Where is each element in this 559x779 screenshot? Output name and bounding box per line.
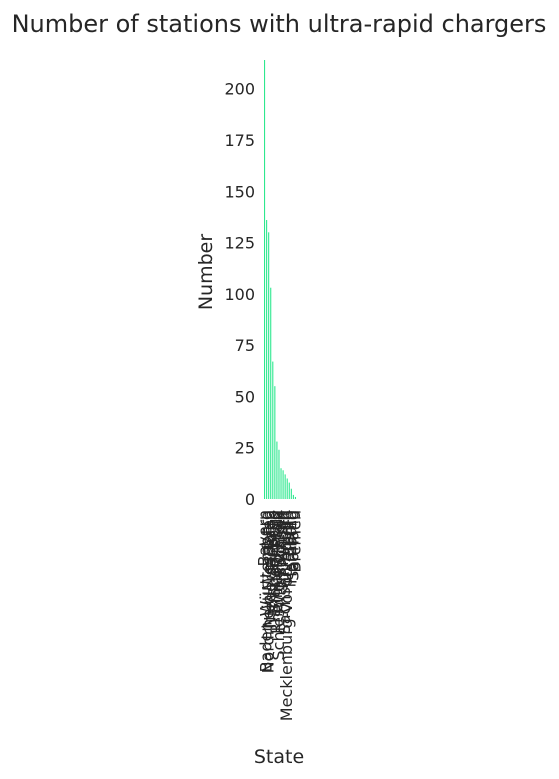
y-tick-label: 100 xyxy=(224,285,255,304)
x-tick-label: Berlin xyxy=(279,510,298,556)
bar xyxy=(266,220,268,499)
bar xyxy=(270,287,272,499)
y-axis-title: Number xyxy=(195,234,217,311)
bar xyxy=(278,449,280,499)
x-tick-label: Thüringen xyxy=(273,510,292,592)
bar xyxy=(284,474,286,499)
x-tick-label: Sachsen xyxy=(271,510,290,577)
y-tick-label: 25 xyxy=(235,439,255,458)
bar xyxy=(280,468,282,499)
x-tick-label: Hessen xyxy=(263,510,282,569)
x-tick-label: Bremen xyxy=(285,510,304,573)
x-tick-label: Bayern xyxy=(255,510,274,567)
x-tick-label: Sachsen-Anhalt xyxy=(275,510,294,634)
bar xyxy=(292,494,294,499)
x-tick-label: Mecklenburg-Vorpommern xyxy=(277,510,296,721)
bar xyxy=(274,386,276,499)
bar xyxy=(276,441,278,499)
x-tick-label: Saarland xyxy=(283,510,302,581)
y-tick-label: 175 xyxy=(224,131,255,150)
y-tick-label: 150 xyxy=(224,182,255,201)
bar xyxy=(286,478,288,499)
x-axis-ticks: BayernBaden-WürttembergNordrhein-Westfal… xyxy=(255,510,305,721)
chart-title: Number of stations with ultra-rapid char… xyxy=(12,10,547,38)
x-tick-label: Hamburg xyxy=(281,510,300,584)
x-tick-label: Schleswig-Holstein xyxy=(269,510,288,660)
y-tick-label: 75 xyxy=(235,336,255,355)
bar xyxy=(282,470,284,499)
x-tick-label: Rheinland-Pfalz xyxy=(267,510,286,634)
bar xyxy=(264,60,266,499)
x-axis-title: State xyxy=(254,746,304,768)
x-tick-label: Niedersachsen xyxy=(261,510,280,628)
y-tick-label: 125 xyxy=(224,234,255,253)
y-tick-label: 50 xyxy=(235,387,255,406)
bar xyxy=(290,488,292,499)
bars xyxy=(264,60,296,499)
bar xyxy=(288,482,290,499)
y-axis-ticks: 0 25 50 75 100 125 150 175 200 xyxy=(224,80,255,509)
y-tick-label: 200 xyxy=(224,80,255,99)
bar xyxy=(294,496,296,499)
bar xyxy=(272,361,274,499)
x-tick-label: Nordrhein-Westfalen xyxy=(259,510,278,673)
bar xyxy=(268,232,270,499)
x-tick-label: Brandenburg xyxy=(265,510,284,614)
y-tick-label: 0 xyxy=(245,490,255,509)
x-tick-label: Baden-Württemberg xyxy=(257,510,276,672)
